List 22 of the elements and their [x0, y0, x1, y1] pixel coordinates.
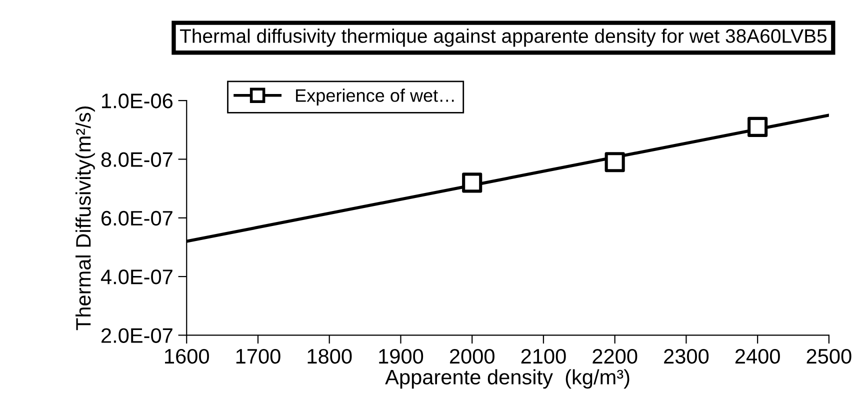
x-tick-label: 1700: [236, 348, 280, 364]
x-tick-label: 2200: [592, 348, 638, 364]
y-tick-label: 6.0E-07: [102, 210, 172, 226]
point: [462, 172, 482, 193]
x-tick-label: 2400: [735, 348, 780, 364]
y-tick-label: 1.0E-06: [102, 94, 173, 108]
x-axis-title: Apparente density (kg/m³): [385, 369, 630, 389]
y-tick-label: 4.0E-07: [100, 270, 172, 284]
x-tick-label: 2100: [521, 348, 566, 364]
x-tick-label: 2500: [806, 348, 852, 364]
y-tick-label: 2.0E-07: [102, 328, 172, 343]
point: [748, 116, 768, 137]
x-tick-label: 1900: [379, 348, 424, 364]
x-tick-label: 2300: [664, 348, 709, 364]
legend-label: Experience of wet…: [296, 88, 454, 106]
y-axis-title: Thermal Diffusivity(m²/s): [75, 106, 95, 330]
point: [604, 152, 625, 172]
y-tick-label: 8.0E-07: [101, 152, 172, 167]
x-tick-label: 1600: [165, 348, 209, 364]
x-tick-label: 1800: [308, 348, 352, 364]
x-tick-label: 2000: [450, 348, 494, 364]
chart-title: Thermal diffusivity thermique against apparente density for wet 38A60LVB5: [180, 28, 827, 47]
